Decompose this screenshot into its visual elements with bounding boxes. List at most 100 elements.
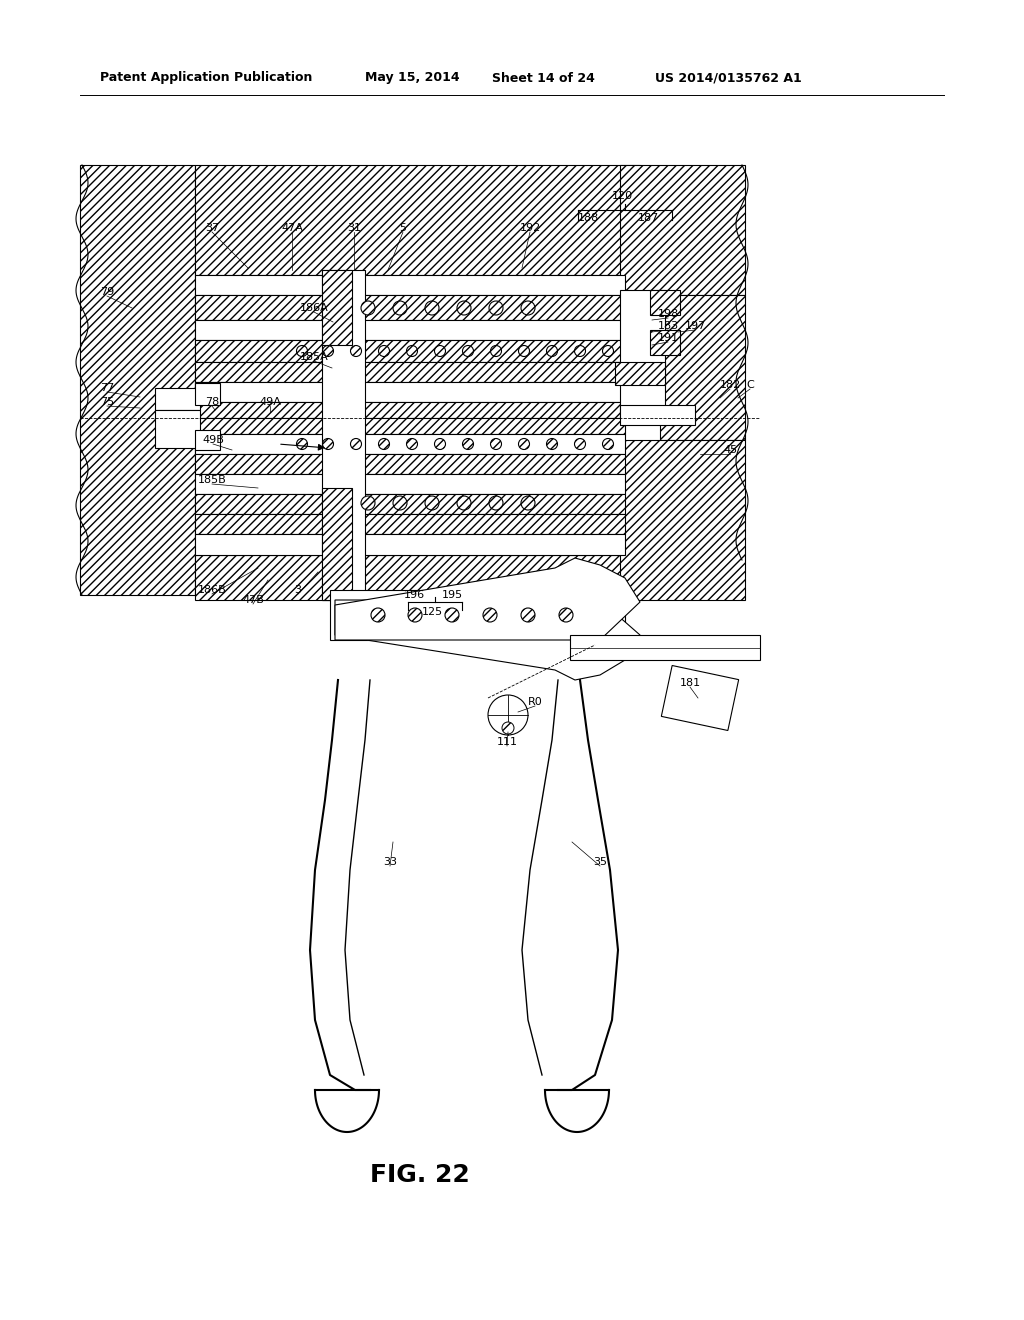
Circle shape — [574, 438, 586, 450]
Text: 75: 75 — [100, 397, 114, 407]
Text: 33: 33 — [383, 857, 397, 867]
Circle shape — [457, 301, 471, 315]
Text: 125: 125 — [422, 607, 442, 616]
Text: 198: 198 — [657, 309, 679, 319]
Circle shape — [490, 346, 502, 356]
Circle shape — [602, 438, 613, 450]
Bar — [195, 294, 625, 319]
Text: Patent Application Publication: Patent Application Publication — [100, 71, 312, 84]
Bar — [650, 330, 680, 355]
Bar — [195, 403, 625, 418]
Text: 191: 191 — [657, 333, 679, 343]
Bar — [195, 165, 640, 275]
Circle shape — [488, 696, 528, 735]
Text: R0: R0 — [527, 697, 543, 708]
Bar — [80, 165, 195, 595]
Circle shape — [371, 609, 385, 622]
Bar — [195, 535, 625, 554]
Bar — [195, 362, 625, 381]
Text: 195: 195 — [441, 590, 463, 601]
Polygon shape — [335, 558, 640, 640]
Circle shape — [361, 301, 375, 315]
Circle shape — [547, 438, 557, 450]
Text: 188: 188 — [578, 213, 599, 223]
Circle shape — [490, 438, 502, 450]
Circle shape — [559, 609, 573, 622]
Bar — [620, 405, 695, 425]
Circle shape — [350, 346, 361, 356]
Circle shape — [408, 609, 422, 622]
Circle shape — [379, 438, 389, 450]
Text: 31: 31 — [347, 223, 361, 234]
Circle shape — [483, 609, 497, 622]
Bar — [195, 554, 640, 601]
Text: 182: 182 — [720, 380, 740, 389]
Circle shape — [323, 346, 334, 356]
Text: 77: 77 — [100, 383, 114, 393]
Text: 47A: 47A — [281, 223, 303, 234]
Text: 120: 120 — [611, 191, 633, 201]
Circle shape — [602, 346, 613, 356]
Circle shape — [434, 346, 445, 356]
Text: 47B: 47B — [242, 595, 264, 605]
Text: C: C — [746, 380, 754, 389]
Text: 183: 183 — [657, 321, 679, 331]
Circle shape — [521, 609, 535, 622]
Bar — [195, 474, 625, 494]
Text: 5: 5 — [399, 223, 407, 234]
Bar — [195, 434, 625, 454]
Text: 185A: 185A — [300, 352, 329, 362]
Bar — [660, 294, 745, 440]
Bar — [195, 418, 625, 434]
Circle shape — [379, 346, 389, 356]
Text: 45: 45 — [723, 445, 737, 455]
Text: 187: 187 — [637, 213, 658, 223]
Circle shape — [407, 438, 418, 450]
Bar — [155, 388, 200, 411]
Circle shape — [521, 496, 535, 510]
Circle shape — [521, 301, 535, 315]
Text: 35: 35 — [593, 857, 607, 867]
Bar — [620, 165, 745, 294]
Circle shape — [425, 301, 439, 315]
Circle shape — [407, 346, 418, 356]
Bar — [195, 430, 220, 450]
Circle shape — [323, 438, 334, 450]
Text: US 2014/0135762 A1: US 2014/0135762 A1 — [655, 71, 802, 84]
Bar — [195, 341, 625, 362]
Text: FIG. 22: FIG. 22 — [370, 1163, 470, 1187]
Text: 49B: 49B — [202, 436, 224, 445]
Bar — [195, 513, 625, 535]
Circle shape — [518, 346, 529, 356]
Bar — [615, 362, 665, 385]
Circle shape — [463, 438, 473, 450]
Bar — [155, 411, 200, 447]
Text: 3: 3 — [295, 585, 301, 595]
Text: 192: 192 — [519, 223, 541, 234]
Text: 37: 37 — [205, 223, 219, 234]
Circle shape — [489, 301, 503, 315]
Bar — [620, 290, 665, 418]
Circle shape — [297, 438, 307, 450]
Bar — [195, 275, 625, 294]
Bar — [620, 440, 745, 601]
Circle shape — [574, 346, 586, 356]
Circle shape — [547, 346, 557, 356]
Circle shape — [425, 496, 439, 510]
Text: Sheet 14 of 24: Sheet 14 of 24 — [492, 71, 595, 84]
Polygon shape — [662, 665, 738, 730]
Circle shape — [393, 301, 407, 315]
Text: 186A: 186A — [300, 304, 329, 313]
Circle shape — [361, 496, 375, 510]
Text: 49A: 49A — [259, 397, 281, 407]
Text: 197: 197 — [684, 321, 706, 331]
Bar — [322, 271, 365, 601]
Bar — [650, 290, 680, 315]
Circle shape — [297, 346, 307, 356]
Circle shape — [445, 609, 459, 622]
Circle shape — [457, 496, 471, 510]
Text: 186B: 186B — [198, 585, 226, 595]
Text: 78: 78 — [205, 397, 219, 407]
Bar — [195, 383, 220, 405]
Circle shape — [489, 496, 503, 510]
